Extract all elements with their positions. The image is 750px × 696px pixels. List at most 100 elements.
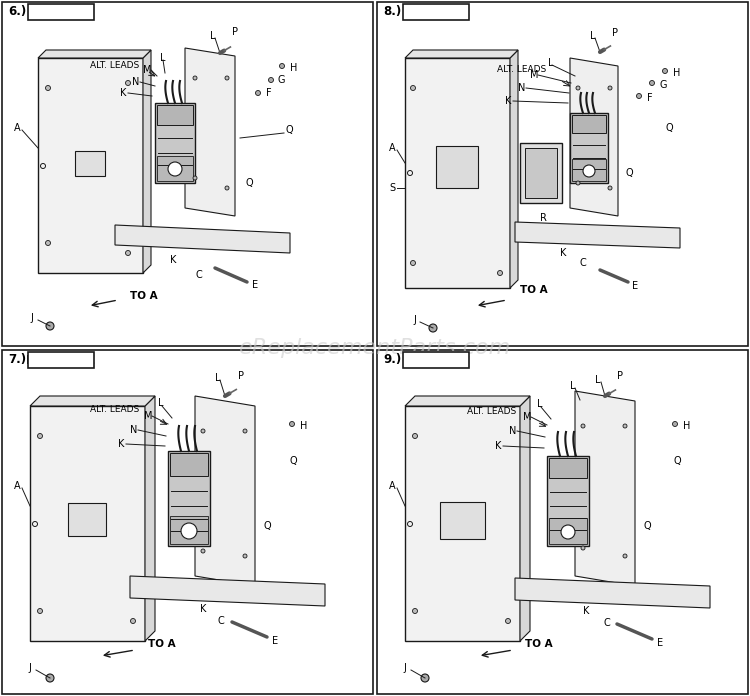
Text: M: M: [523, 412, 532, 422]
Circle shape: [581, 424, 585, 428]
Text: A: A: [14, 481, 21, 491]
Circle shape: [583, 165, 595, 177]
Circle shape: [268, 77, 274, 83]
Circle shape: [46, 674, 54, 682]
Text: FG FRAME: FG FRAME: [402, 6, 470, 19]
Polygon shape: [405, 396, 530, 406]
Bar: [68, 503, 106, 536]
Bar: [440, 502, 485, 539]
Text: E: E: [272, 636, 278, 646]
Text: Q: Q: [643, 521, 650, 531]
Circle shape: [662, 68, 668, 74]
Text: 8.): 8.): [383, 6, 401, 19]
Polygon shape: [143, 50, 151, 273]
Text: N: N: [132, 77, 140, 87]
Circle shape: [410, 260, 416, 265]
Text: N: N: [130, 425, 137, 435]
Text: K: K: [560, 248, 566, 258]
Text: TO A: TO A: [148, 639, 176, 649]
Circle shape: [225, 76, 229, 80]
Text: A: A: [389, 481, 396, 491]
Circle shape: [125, 251, 130, 255]
Text: G: G: [278, 75, 286, 85]
Circle shape: [561, 525, 575, 539]
Polygon shape: [570, 58, 618, 216]
Bar: [572, 159, 606, 181]
Text: Q: Q: [264, 521, 272, 531]
Bar: [525, 148, 557, 198]
Circle shape: [193, 76, 197, 80]
Text: Q: Q: [673, 456, 681, 466]
Text: TO A: TO A: [525, 639, 553, 649]
Circle shape: [193, 176, 197, 180]
Text: ALT. LEADS: ALT. LEADS: [90, 61, 140, 70]
Circle shape: [181, 523, 197, 539]
Text: eReplacementParts.com: eReplacementParts.com: [238, 338, 512, 358]
Text: TO A: TO A: [130, 291, 158, 301]
Polygon shape: [38, 50, 151, 58]
Circle shape: [46, 86, 50, 90]
Text: 9.): 9.): [383, 354, 401, 367]
Text: E: E: [657, 638, 663, 648]
Circle shape: [225, 186, 229, 190]
Text: K: K: [120, 88, 126, 98]
Circle shape: [413, 608, 418, 613]
Text: LG FRAME: LG FRAME: [402, 354, 470, 367]
Text: K: K: [118, 439, 124, 449]
Text: L: L: [595, 375, 601, 385]
Text: C: C: [603, 618, 610, 628]
Circle shape: [280, 63, 284, 68]
Text: ALT. LEADS: ALT. LEADS: [467, 406, 516, 416]
Text: L: L: [570, 381, 575, 391]
Bar: [520, 143, 562, 203]
Text: L: L: [548, 58, 554, 68]
Text: L: L: [158, 398, 164, 408]
Text: N: N: [509, 426, 516, 436]
Bar: [75, 151, 105, 176]
Circle shape: [201, 429, 205, 433]
Bar: [436, 146, 478, 188]
Text: A: A: [389, 143, 396, 153]
Circle shape: [637, 93, 641, 99]
Text: F: F: [647, 93, 652, 103]
Text: H: H: [300, 421, 307, 431]
Polygon shape: [515, 222, 680, 248]
Circle shape: [130, 619, 136, 624]
Circle shape: [608, 86, 612, 90]
Text: J: J: [30, 313, 33, 323]
Bar: [403, 352, 469, 368]
Circle shape: [623, 554, 627, 558]
Bar: [377, 350, 748, 694]
Text: J: J: [413, 315, 416, 325]
Text: L: L: [537, 399, 542, 409]
Text: 6.): 6.): [8, 6, 26, 19]
Circle shape: [410, 86, 416, 90]
Text: Q: Q: [290, 456, 298, 466]
Polygon shape: [405, 58, 510, 288]
Circle shape: [38, 434, 43, 438]
Circle shape: [650, 81, 655, 86]
Text: C: C: [580, 258, 586, 268]
Bar: [2, 2, 373, 346]
Text: L: L: [215, 373, 220, 383]
Circle shape: [125, 81, 130, 86]
Circle shape: [413, 434, 418, 438]
Bar: [168, 451, 210, 546]
Circle shape: [576, 86, 580, 90]
Text: TO A: TO A: [520, 285, 548, 295]
Bar: [28, 4, 94, 20]
Text: P: P: [617, 371, 623, 381]
Bar: [377, 2, 748, 346]
Text: Q: Q: [625, 168, 632, 178]
Text: J: J: [403, 663, 406, 673]
Text: 7.): 7.): [8, 354, 26, 367]
Polygon shape: [405, 406, 520, 641]
Text: KG FRAME: KG FRAME: [26, 354, 95, 367]
Text: E: E: [252, 280, 258, 290]
Polygon shape: [130, 576, 325, 606]
Text: P: P: [232, 27, 238, 37]
Text: ALT. LEADS: ALT. LEADS: [90, 406, 140, 415]
Polygon shape: [515, 578, 710, 608]
Polygon shape: [575, 391, 635, 586]
Circle shape: [673, 422, 677, 427]
